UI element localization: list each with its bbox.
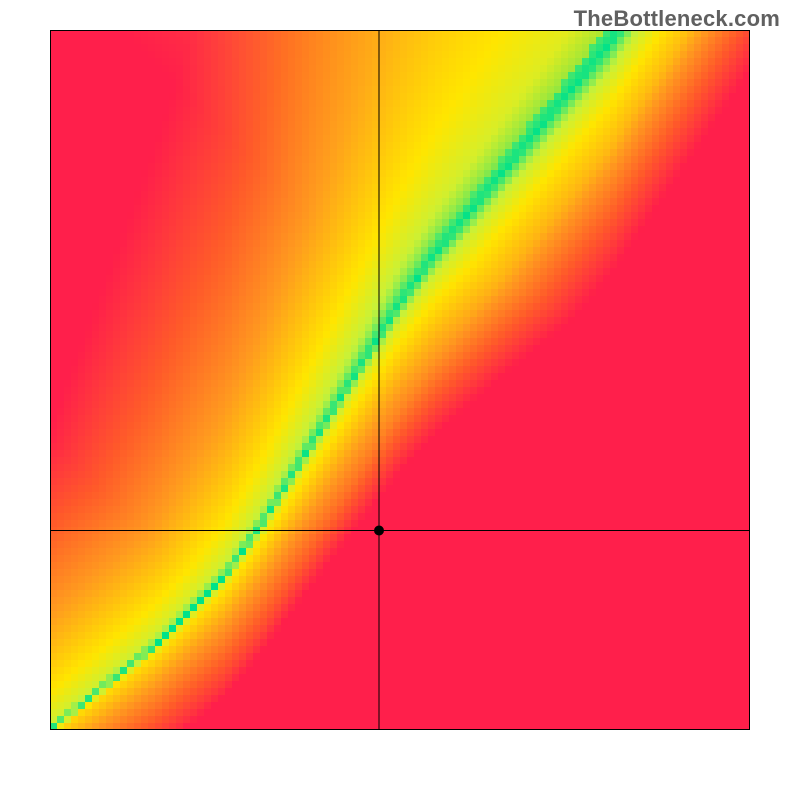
heatmap-svg xyxy=(50,30,750,730)
heatmap-chart xyxy=(50,30,750,730)
watermark-text: TheBottleneck.com xyxy=(574,6,780,32)
crosshair-dot xyxy=(374,526,384,536)
